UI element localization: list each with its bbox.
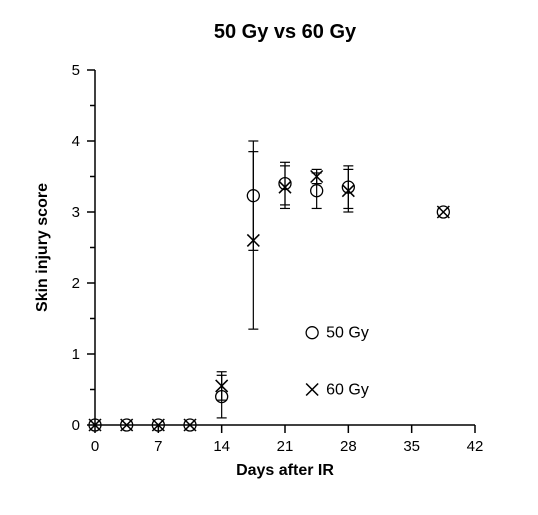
y-tick-label: 2 bbox=[72, 275, 80, 292]
x-tick-label: 0 bbox=[91, 438, 99, 455]
x-tick-label: 42 bbox=[467, 438, 484, 455]
x-tick-label: 28 bbox=[340, 438, 357, 455]
scatter-chart: 0 7 14 21 28 35 42 0 1 2 3 4 5 Days after IR Skin inju… bbox=[0, 0, 538, 515]
y-axis-label: Skin injury score bbox=[34, 183, 51, 312]
y-tick-label: 5 bbox=[72, 62, 80, 79]
chart-container: 0 7 14 21 28 35 42 0 1 2 3 4 5 Days after IR Skin inju… bbox=[0, 0, 538, 515]
x-tick-label: 7 bbox=[154, 438, 162, 455]
legend-label: 60 Gy bbox=[326, 382, 369, 399]
y-tick-label: 4 bbox=[72, 133, 80, 150]
x-tick-label: 14 bbox=[213, 438, 230, 455]
x-axis-label: Days after IR bbox=[236, 462, 334, 479]
y-tick-label: 3 bbox=[72, 204, 80, 221]
x-tick-label: 35 bbox=[403, 438, 420, 455]
y-tick-label: 1 bbox=[72, 346, 80, 363]
y-tick-label: 0 bbox=[72, 417, 80, 434]
chart-title: 50 Gy vs 60 Gy bbox=[214, 21, 357, 43]
x-tick-label: 21 bbox=[277, 438, 294, 455]
legend-label: 50 Gy bbox=[326, 325, 369, 342]
